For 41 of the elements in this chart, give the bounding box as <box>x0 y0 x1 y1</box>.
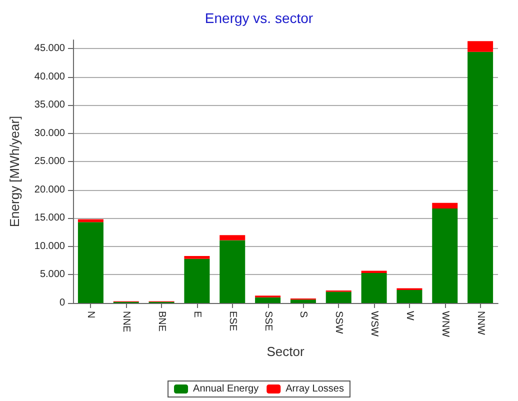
bar <box>78 222 104 303</box>
x-tick-label: WNW <box>439 311 450 338</box>
x-tick-label: S <box>298 311 309 318</box>
x-tick-label: SSW <box>333 311 344 334</box>
bar <box>255 297 281 303</box>
bar <box>468 52 494 303</box>
bar <box>396 290 422 303</box>
x-tick-label: BNE <box>156 311 168 332</box>
y-tick-label: 25.000 <box>34 156 66 168</box>
bar <box>326 292 352 303</box>
bar <box>184 256 210 259</box>
x-tick-label: NNW <box>474 311 486 336</box>
bar <box>220 240 246 303</box>
x-tick-label: N <box>85 311 96 318</box>
bar <box>361 273 387 303</box>
y-tick-label: 45.000 <box>34 42 66 54</box>
bar <box>432 208 458 303</box>
y-tick-label: 20.000 <box>34 184 66 196</box>
y-tick-label: 5.000 <box>40 269 66 280</box>
y-tick-label: 30.000 <box>34 128 66 139</box>
y-tick-label: 10.000 <box>34 240 66 252</box>
bar <box>290 300 316 303</box>
bar <box>184 258 210 303</box>
y-tick-label: 0 <box>59 298 66 308</box>
y-axis-title: Energy [MWh/year] <box>7 116 22 228</box>
chart-title: Energy vs. sector <box>204 10 314 26</box>
bar <box>220 235 246 240</box>
x-tick-label: ESE <box>226 311 238 332</box>
x-tick-label: SSE <box>262 311 274 332</box>
bar <box>468 41 494 52</box>
x-axis-title: Sector <box>266 344 305 359</box>
y-tick-label: 35.000 <box>34 100 66 111</box>
y-tick-label: 40.000 <box>34 71 66 82</box>
x-tick-label: E <box>191 311 202 318</box>
x-tick-label: NNE <box>120 311 132 332</box>
y-tick-label: 15.000 <box>34 212 66 224</box>
x-tick-label: WSW <box>368 311 380 338</box>
bar <box>432 202 458 209</box>
legend-label: Annual Energy <box>193 384 259 394</box>
x-tick-label: W <box>404 311 415 321</box>
legend-label: Array Losses <box>286 384 344 394</box>
